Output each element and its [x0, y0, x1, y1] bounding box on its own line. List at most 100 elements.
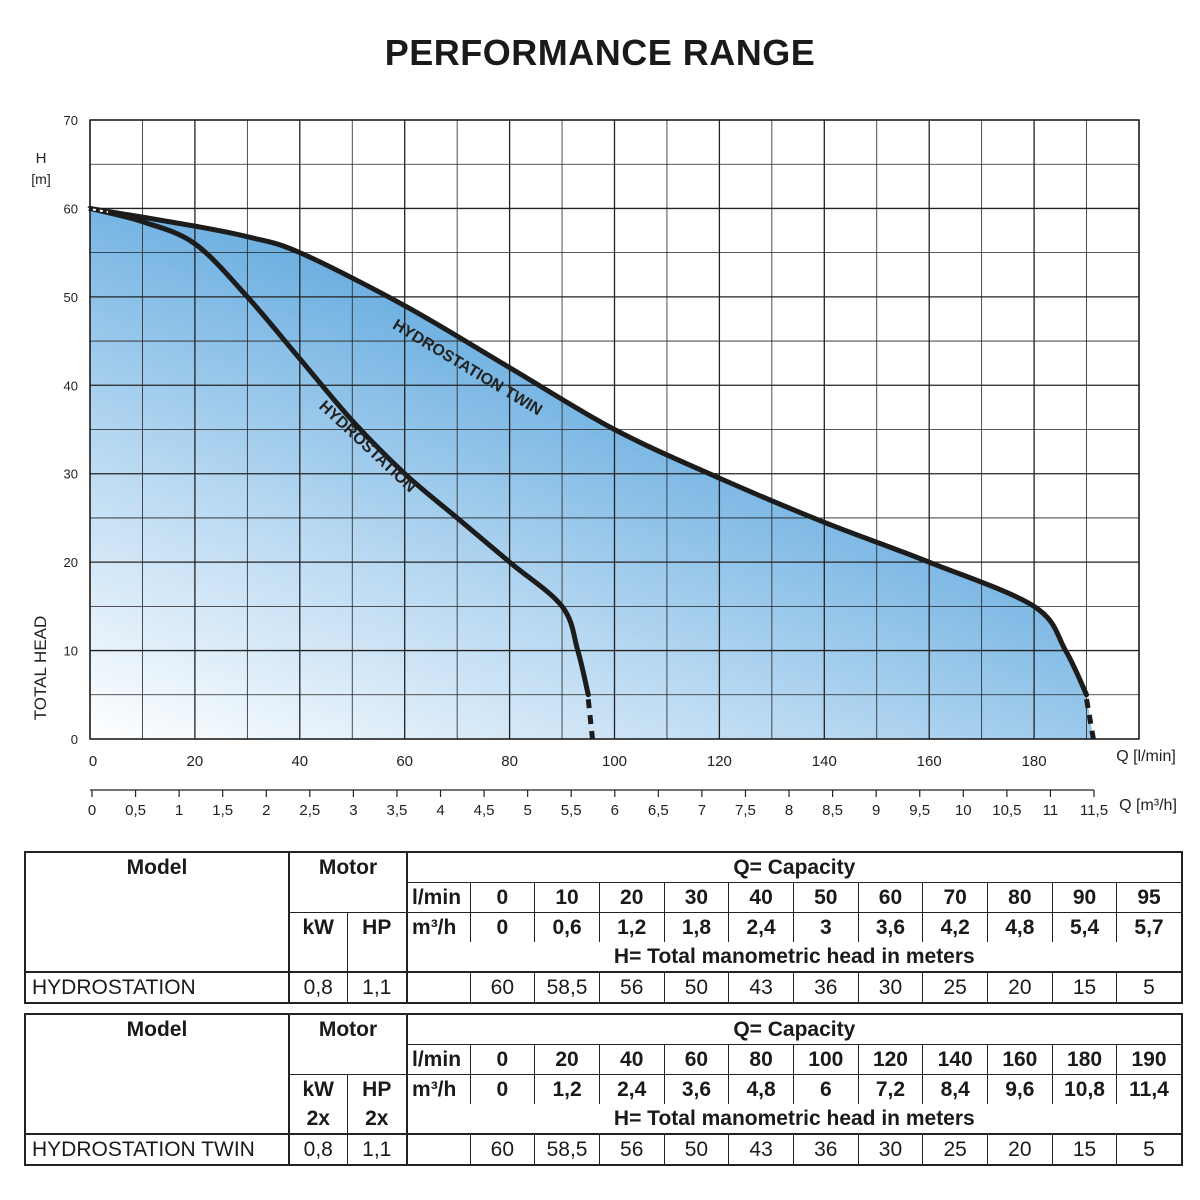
spec-table-hydrostation-twin: Model Motor Q= Capacity l/min 0 20 40 60…: [24, 1013, 1183, 1166]
m3h-cell: 6: [792, 1074, 859, 1104]
x-tick-label: 0: [89, 753, 97, 770]
motor-header: Motor: [287, 852, 408, 883]
lmin-cell: 80: [987, 882, 1053, 913]
lmin-cell: 40: [598, 1044, 665, 1075]
m3h-cell: 4,2: [922, 912, 988, 942]
secondary-axis-tick-label: 1,5: [212, 802, 233, 819]
m3h-label: m³/h: [406, 1074, 471, 1104]
head-cell: 58,5: [534, 1133, 600, 1165]
lmin-cell: 90: [1051, 882, 1117, 913]
kw-label: kW: [288, 1074, 347, 1104]
curve-hydrostation-twin-dashed-tail: [1084, 698, 1096, 740]
m3h-cell: 9,6: [987, 1074, 1053, 1104]
head-cell: 36: [792, 971, 859, 1003]
secondary-axis-tick-label: 9: [872, 802, 880, 819]
lmin-label: l/min: [406, 1044, 471, 1075]
secondary-axis-tick-label: 2: [262, 802, 270, 819]
model-header: Model: [126, 856, 188, 879]
lmin-cell: 190: [1116, 1044, 1182, 1075]
model-name: HYDROSTATION: [25, 971, 289, 1003]
lmin-cell: 0: [469, 882, 535, 913]
head-cell: 15: [1051, 1133, 1117, 1165]
head-cell: 43: [728, 971, 794, 1003]
capacity-header: Q= Capacity: [406, 852, 1182, 883]
lmin-cell: 140: [922, 1044, 988, 1075]
m3h-cell: 3,6: [663, 1074, 729, 1104]
m3h-cell: 3,6: [857, 912, 923, 942]
y-tick-label: 50: [64, 290, 78, 305]
chart-title: PERFORMANCE RANGE: [384, 32, 816, 73]
hp-value: 1,1: [346, 1133, 408, 1165]
x-tick-label: 140: [812, 753, 837, 770]
plot-frame: [89, 119, 1140, 740]
m3h-cell: 0: [469, 912, 535, 942]
lmin-cell: 120: [857, 1044, 923, 1075]
secondary-axis-tick-label: 7: [698, 802, 706, 819]
head-cell: 36: [792, 1133, 859, 1165]
curve-hydrostation-dashed-tail: [585, 698, 595, 740]
lmin-cell: 30: [663, 882, 729, 913]
secondary-axis-tick-label: 7,5: [735, 802, 756, 819]
head-cell: 5: [1116, 1133, 1182, 1165]
head-cell: 50: [663, 1133, 729, 1165]
secondary-axis-label-m3h: Q [m³/h]: [1119, 797, 1177, 814]
secondary-axis-tick-label: 9,5: [909, 802, 930, 819]
y-axis-unit: [m]: [31, 171, 50, 187]
hp-value: 1,1: [346, 971, 408, 1003]
lmin-cell: 60: [857, 882, 923, 913]
m3h-cell: 0,6: [534, 912, 600, 942]
secondary-axis-tick-label: 10: [955, 802, 972, 819]
head-cell: 30: [857, 1133, 923, 1165]
secondary-axis-tick-label: 0,5: [125, 802, 146, 819]
x-tick-label: 180: [1022, 753, 1047, 770]
spec-table-hydrostation: Model Motor Q= Capacity l/min 0 10 20 30…: [24, 851, 1183, 1004]
secondary-axis-tick-label: 4,5: [474, 802, 495, 819]
secondary-axis-tick-label: 3,5: [387, 802, 408, 819]
m3h-label: m³/h: [406, 912, 471, 942]
capacity-header: Q= Capacity: [406, 1014, 1182, 1045]
y-tick-label: 60: [64, 201, 78, 216]
hp-label: HP: [346, 1074, 408, 1104]
y-tick-label: 10: [64, 644, 78, 659]
kw-value: 0,8: [288, 971, 347, 1003]
head-cell: 58,5: [534, 971, 600, 1003]
m3h-cell: 5,4: [1051, 912, 1117, 942]
m3h-cell: 11,4: [1116, 1074, 1182, 1104]
x-tick-label: 40: [291, 753, 308, 770]
lmin-cell: 100: [792, 1044, 859, 1075]
secondary-axis-tick-label: 6,5: [648, 802, 669, 819]
y-tick-label: 0: [71, 732, 78, 747]
m3h-cell: 1,2: [598, 912, 665, 942]
lmin-cell: 70: [922, 882, 988, 913]
lmin-label: l/min: [406, 882, 471, 913]
head-cell: 60: [469, 971, 535, 1003]
x-tick-label: 80: [501, 753, 518, 770]
m3h-cell: 5,7: [1116, 912, 1182, 942]
head-cell: 25: [922, 971, 988, 1003]
hp-label: HP: [346, 912, 408, 942]
lmin-cell: 160: [987, 1044, 1053, 1075]
head-cell: 50: [663, 971, 729, 1003]
kw-sub: 2x: [288, 1104, 347, 1134]
head-cell: 20: [987, 1133, 1053, 1165]
head-cell: 15: [1051, 971, 1117, 1003]
head-cell: 56: [598, 971, 665, 1003]
x-axis-label-lmin: Q [l/min]: [1116, 748, 1176, 765]
lmin-cell: 40: [728, 882, 794, 913]
secondary-axis-tick-label: 0: [88, 802, 96, 819]
head-header: H= Total manometric head in meters: [406, 942, 1182, 972]
lmin-cell: 10: [534, 882, 600, 913]
m3h-cell: 3: [792, 912, 859, 942]
secondary-axis-tick-label: 2,5: [299, 802, 320, 819]
lmin-cell: 95: [1116, 882, 1182, 913]
lmin-cell: 180: [1051, 1044, 1117, 1075]
lmin-cell: 80: [728, 1044, 794, 1075]
x-tick-label: 20: [187, 753, 204, 770]
head-cell: 20: [987, 971, 1053, 1003]
y-axis-label-total-head: TOTAL HEAD: [31, 616, 50, 721]
secondary-axis-tick-label: 3: [349, 802, 357, 819]
head-cell: 30: [857, 971, 923, 1003]
head-cell: 56: [598, 1133, 665, 1165]
secondary-axis-tick-label: 4: [436, 802, 444, 819]
